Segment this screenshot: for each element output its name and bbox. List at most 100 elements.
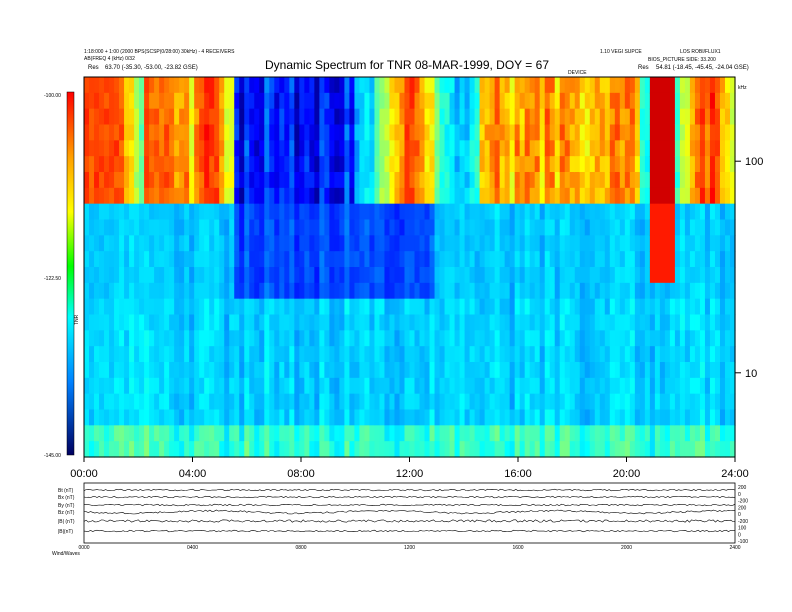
spectrogram-cell <box>139 108 145 126</box>
spectrogram-cell <box>424 393 431 411</box>
spectrogram-cell <box>89 235 95 252</box>
spectrogram-cell <box>139 362 145 379</box>
spectrogram-cell <box>704 282 711 300</box>
spectrogram-cell <box>529 330 536 347</box>
spectrogram-cell <box>384 441 391 458</box>
spectrogram-cell <box>269 393 275 411</box>
spectrogram-cell <box>704 267 711 284</box>
spectrogram-cell <box>259 203 265 221</box>
spectrogram-cell <box>469 393 476 411</box>
spectrogram-cell <box>639 140 646 157</box>
spectrogram-cell <box>654 314 661 331</box>
spectrogram-cell <box>329 362 335 379</box>
spectrogram-cell <box>619 441 626 458</box>
spectrogram-cell <box>699 108 706 126</box>
spectrogram-cell <box>149 203 155 221</box>
spectrogram-cell <box>109 393 115 411</box>
spectrogram-cell <box>224 314 230 331</box>
spectrogram-cell <box>504 393 511 411</box>
spectrogram-cell <box>494 219 501 236</box>
spectrogram-cell <box>469 172 476 189</box>
spectrogram-cell <box>139 425 145 442</box>
spectrogram-cell <box>189 92 195 110</box>
spectrogram-cell <box>384 298 391 316</box>
spectrogram-cell <box>474 377 481 395</box>
spectrogram-cell <box>444 267 451 284</box>
spectrogram-cell <box>259 108 265 126</box>
spectrogram-cell <box>634 425 641 442</box>
spectrogram-cell <box>584 187 591 205</box>
spectrogram-cell <box>89 282 95 300</box>
spectrogram-cell <box>704 441 711 458</box>
spectrogram-cell <box>674 219 681 236</box>
spectrogram-cell <box>129 92 135 110</box>
spectrogram-cell <box>189 219 195 236</box>
spectrogram-cell <box>184 393 190 411</box>
spectrogram-cell <box>729 314 736 331</box>
spectrogram-cell <box>84 425 90 442</box>
spectrogram-cell <box>234 140 240 157</box>
mag-trace-label: Bz (nT) <box>58 510 75 516</box>
spectrogram-cell <box>134 92 140 110</box>
spectrogram-cell <box>319 92 325 110</box>
spectrogram-cell <box>589 267 596 284</box>
spectrogram-cell <box>629 187 636 205</box>
spectrogram-cell <box>109 362 115 379</box>
spectrogram-cell <box>429 172 436 189</box>
spectrogram-cell <box>264 92 270 110</box>
spectrogram-cell <box>389 108 396 126</box>
spectrogram-cell <box>184 108 190 126</box>
spectrogram-cell <box>584 219 591 236</box>
spectrogram-cell <box>354 124 361 141</box>
spectrogram-cell <box>694 172 701 189</box>
spectrogram-cell <box>144 219 150 236</box>
spectrogram-cell <box>174 219 180 236</box>
spectrogram-cell <box>294 282 300 300</box>
spectrogram-cell <box>364 92 371 110</box>
spectrogram-cell <box>664 77 671 94</box>
spectrogram-cell <box>659 393 666 411</box>
spectrogram-cell <box>499 203 506 221</box>
spectrogram-cell <box>614 235 621 252</box>
spectrogram-cell <box>214 108 220 126</box>
spectrogram-cell <box>554 314 561 331</box>
spectrogram-cell <box>229 441 235 458</box>
spectrogram-cell <box>634 362 641 379</box>
spectrogram-cell <box>554 377 561 395</box>
spectrogram-cell <box>464 346 471 363</box>
spectrogram-cell <box>169 124 175 141</box>
spectrogram-cell <box>104 235 110 252</box>
spectrogram-cell <box>214 298 220 316</box>
spectrogram-cell <box>469 441 476 458</box>
spectrogram-cell <box>594 409 601 426</box>
spectrogram-cell <box>219 219 225 236</box>
spectrogram-cell <box>544 251 551 268</box>
spectrogram-cell <box>599 172 606 189</box>
spectrogram-cell <box>244 330 250 347</box>
spectrogram-cell <box>654 140 661 157</box>
spectrogram-cell <box>259 235 265 252</box>
spectrogram-cell <box>304 409 310 426</box>
spectrogram-cell <box>224 393 230 411</box>
spectrogram-cell <box>234 267 240 284</box>
spectrogram-cell <box>689 267 696 284</box>
spectrogram-cell <box>659 346 666 363</box>
spectrogram-cell <box>104 203 110 221</box>
spectrogram-cell <box>499 140 506 157</box>
spectrogram-cell <box>389 282 396 300</box>
spectrogram-cell <box>509 377 516 395</box>
spectrogram-cell <box>394 330 401 347</box>
spectrogram-cell <box>204 203 210 221</box>
spectrogram-cell <box>279 441 285 458</box>
spectrogram-cell <box>394 140 401 157</box>
spectrogram-cell <box>519 219 526 236</box>
spectrogram-cell <box>634 187 641 205</box>
spectrogram-cell <box>439 393 446 411</box>
spectrogram-cell <box>369 187 376 205</box>
spectrogram-cell <box>534 140 541 157</box>
spectrogram-cell <box>269 203 275 221</box>
spectrogram-cell <box>489 393 496 411</box>
spectrogram-cell <box>174 124 180 141</box>
spectrogram-cell <box>594 251 601 268</box>
spectrogram-cell <box>564 377 571 395</box>
